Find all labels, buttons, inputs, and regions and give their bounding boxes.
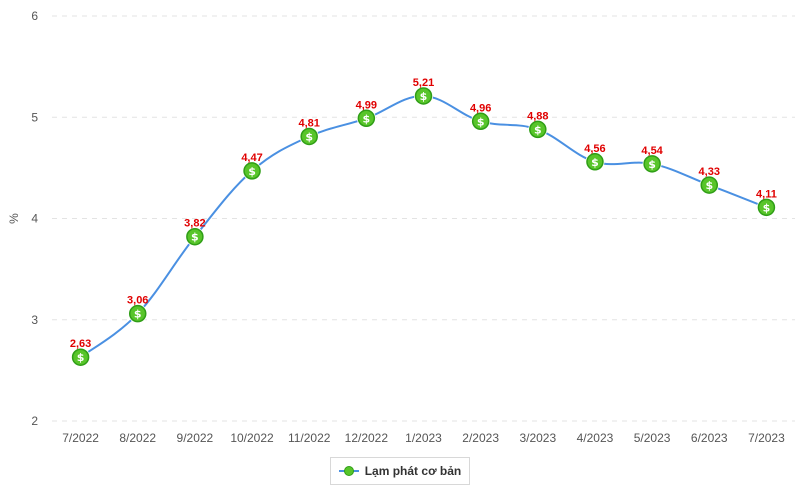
- data-label: 4,88: [527, 110, 548, 122]
- x-tick-label: 7/2023: [748, 431, 785, 445]
- x-tick-label: 7/2022: [62, 431, 99, 445]
- dollar-glyph: $: [191, 231, 199, 244]
- data-point-marker[interactable]: $: [699, 175, 719, 195]
- x-tick-label: 12/2022: [345, 431, 389, 445]
- data-label: 4,33: [699, 166, 720, 178]
- x-tick-label: 3/2023: [519, 431, 556, 445]
- dollar-coin-icon: [700, 176, 719, 194]
- data-label: 4,96: [470, 102, 491, 114]
- data-label: 4,54: [641, 145, 663, 157]
- data-label: 4,47: [241, 152, 262, 164]
- x-tick-label: 8/2022: [119, 431, 156, 445]
- data-label: 3,82: [184, 218, 205, 230]
- dollar-coin-icon: [300, 127, 318, 146]
- data-point-marker[interactable]: $: [471, 111, 491, 131]
- dollar-coin-icon: [128, 304, 147, 323]
- legend-marker-icon: [338, 465, 359, 477]
- x-tick-label: 6/2023: [691, 431, 728, 445]
- x-tick-label: 5/2023: [634, 431, 671, 445]
- dollar-coin-icon: [643, 155, 661, 173]
- data-point-marker[interactable]: $: [356, 108, 376, 128]
- dollar-coin-icon: [757, 198, 776, 217]
- y-tick-label: 6: [31, 9, 38, 23]
- data-label: 4,11: [756, 188, 777, 200]
- x-tick-label: 10/2022: [230, 431, 274, 445]
- dollar-glyph: $: [477, 115, 485, 128]
- data-label: 5,21: [413, 77, 434, 89]
- data-point-marker[interactable]: $: [528, 119, 548, 139]
- dollar-glyph: $: [248, 165, 256, 178]
- x-tick-label: 2/2023: [462, 431, 499, 445]
- legend-label: Lạm phát cơ bản: [364, 464, 462, 478]
- data-point-marker[interactable]: $: [71, 347, 91, 367]
- data-label: 4,99: [356, 99, 377, 111]
- data-point-marker[interactable]: $: [242, 161, 262, 181]
- data-point-marker[interactable]: $: [642, 154, 662, 174]
- x-tick-label: 1/2023: [405, 431, 442, 445]
- y-tick-label: 2: [31, 414, 38, 428]
- grid-lines: [52, 15, 795, 422]
- dollar-coin-icon: [243, 162, 261, 180]
- x-tick-label: 4/2023: [577, 431, 614, 445]
- dollar-coin-icon: [414, 87, 433, 105]
- dollar-glyph: $: [363, 112, 371, 125]
- dollar-coin-icon: [186, 227, 204, 246]
- dollar-coin-icon: [586, 153, 604, 171]
- legend-item[interactable]: Lạm phát cơ bản: [330, 457, 470, 485]
- data-label: 2,63: [70, 338, 91, 350]
- dollar-glyph: $: [591, 156, 599, 169]
- data-label: 4,81: [298, 117, 319, 129]
- dollar-glyph: $: [763, 201, 771, 214]
- data-label: 4,56: [584, 143, 605, 155]
- y-axis-ticks: 2 3 4 5 6: [31, 9, 38, 428]
- dollar-coin-icon: [529, 120, 547, 139]
- dollar-coin-icon: [357, 109, 376, 128]
- dollar-coin-icon: [471, 112, 490, 131]
- x-axis-ticks: 7/2022 8/2022 9/2022 10/2022 11/2022 12/2022 1…: [62, 431, 785, 445]
- y-axis-label: %: [7, 213, 21, 224]
- dollar-glyph: $: [648, 158, 656, 171]
- dollar-coin-icon: [71, 348, 90, 366]
- data-points: $ $ $ $ $ $ $ $ $ $ $ $ $: [71, 86, 776, 367]
- data-label: 3,06: [127, 295, 148, 307]
- dollar-glyph: $: [305, 130, 313, 143]
- x-tick-label: 9/2022: [177, 431, 214, 445]
- data-point-marker[interactable]: $: [756, 197, 776, 217]
- dollar-glyph: $: [77, 351, 85, 364]
- dollar-glyph: $: [705, 179, 713, 192]
- data-point-marker[interactable]: $: [299, 126, 319, 146]
- y-tick-label: 4: [31, 212, 38, 226]
- y-tick-label: 3: [31, 313, 38, 327]
- data-point-marker[interactable]: $: [585, 152, 605, 172]
- dollar-glyph: $: [534, 123, 542, 136]
- x-tick-label: 11/2022: [288, 431, 331, 445]
- data-labels: 2,63 3,06 3,82 4,47 4,81 4,99 5,21 4,96 4,88 4,56…: [70, 77, 777, 350]
- data-point-marker[interactable]: $: [414, 86, 433, 106]
- data-point-marker[interactable]: $: [128, 304, 148, 324]
- dollar-glyph: $: [134, 308, 142, 321]
- dollar-glyph: $: [420, 90, 428, 103]
- y-tick-label: 5: [31, 110, 38, 124]
- data-point-marker[interactable]: $: [185, 227, 205, 247]
